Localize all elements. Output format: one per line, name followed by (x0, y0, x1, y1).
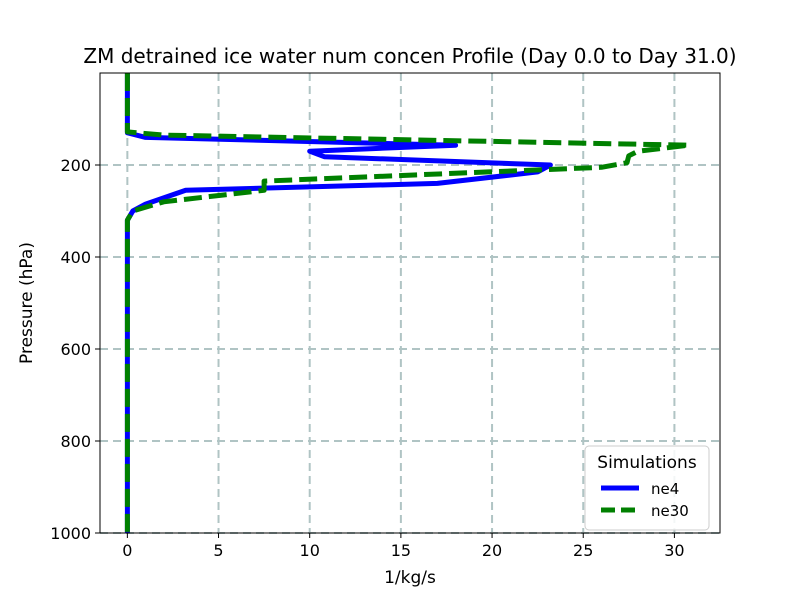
ticks: 0 5 10 15 20 25 30 200 400 600 800 1000 (50, 156, 684, 560)
legend-box (584, 445, 710, 531)
x-tick-label: 15 (391, 541, 411, 560)
y-tick-label: 800 (60, 432, 91, 451)
plot-frame (99, 72, 721, 534)
x-axis-label: 1/kg/s (384, 568, 436, 588)
legend-label-ne30: ne30 (651, 502, 689, 520)
legend-label-ne4: ne4 (651, 480, 679, 498)
x-tick-label: 10 (300, 541, 320, 560)
y-tick-label: 200 (60, 156, 91, 175)
series-layer (124, 73, 692, 533)
y-axis-label: Pressure (hPa) (17, 242, 37, 364)
y-tick-label: 1000 (50, 524, 91, 543)
x-tick-label: 25 (573, 541, 593, 560)
x-tick-label: 30 (664, 541, 684, 560)
legend: Simulations ne4 ne30 (584, 445, 710, 531)
series-line-ne4 (124, 73, 553, 533)
x-tick-label: 20 (482, 541, 502, 560)
x-tick-label: 0 (122, 541, 132, 560)
y-tick-label: 600 (60, 340, 91, 359)
chart-title: ZM detrained ice water num concen Profil… (83, 44, 736, 68)
legend-title: Simulations (597, 453, 697, 473)
series-line-ne30 (124, 73, 692, 533)
x-tick-label: 5 (213, 541, 223, 560)
y-tick-label: 400 (60, 248, 91, 267)
